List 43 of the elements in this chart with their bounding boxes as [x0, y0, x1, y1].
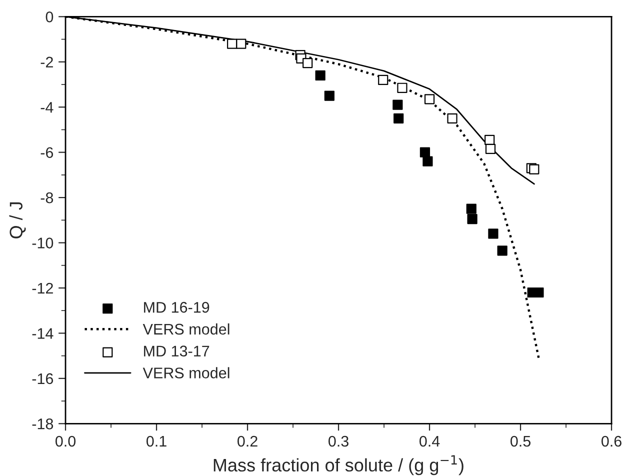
y-tick-label: -6 [40, 147, 54, 158]
point [236, 38, 246, 49]
x-tick-label: 0.2 [238, 436, 258, 447]
y-tick-label: -2 [40, 56, 53, 68]
point [315, 70, 326, 80]
point [424, 94, 435, 104]
point [488, 228, 498, 239]
point [397, 82, 408, 93]
y-tick-label: -18 [32, 418, 54, 430]
point [466, 204, 476, 214]
legend-label: VERS model [142, 323, 230, 335]
x-tick-label: 0.0 [56, 436, 76, 447]
point [529, 164, 540, 174]
point [378, 74, 388, 86]
y-tick-label: -16 [32, 373, 54, 384]
y-tick-label: -12 [32, 282, 53, 294]
point [422, 156, 433, 166]
x-tick-label: 0.5 [510, 436, 530, 447]
legend-label: VERS model [142, 367, 230, 378]
point [324, 90, 334, 101]
y-tick-label: -4 [40, 102, 54, 113]
x-tick-label: 0.3 [328, 436, 348, 447]
y-tick-label: -8 [40, 192, 54, 204]
y-axis-title: Q / J [9, 202, 26, 238]
point [484, 134, 495, 145]
point [392, 100, 403, 110]
point [394, 113, 404, 124]
point [302, 58, 313, 68]
point [420, 147, 430, 158]
x-tick-label: 0.1 [146, 436, 166, 447]
point [485, 144, 496, 154]
y-tick-label: -14 [32, 328, 54, 339]
point [497, 246, 508, 256]
x-axis-title: Mass fraction of solute / (g g$^{−1}$) [214, 455, 464, 476]
x-tick-label: 0.4 [420, 436, 440, 447]
legend-label: MD 13-17 [144, 346, 210, 356]
point [447, 113, 458, 124]
point [467, 214, 478, 224]
point [226, 38, 238, 49]
y-tick-label: -10 [32, 238, 54, 248]
y-tick-label: 0 [46, 12, 54, 22]
x-tick-label: 0.6 [602, 436, 622, 447]
legend-label: MD 16-19 [144, 302, 210, 313]
